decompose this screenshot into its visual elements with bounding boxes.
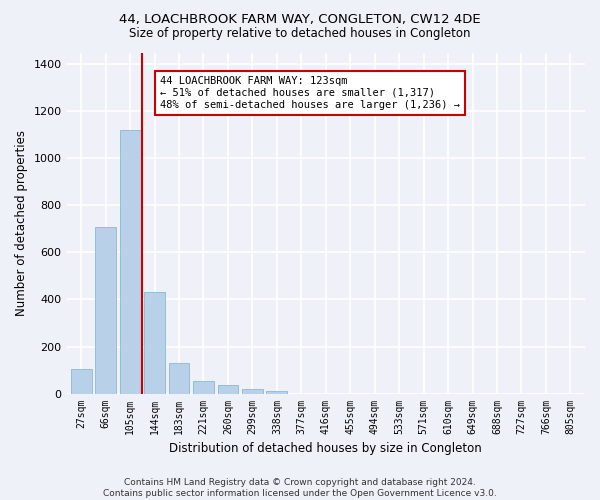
Bar [144, 292, 165, 394]
Bar [169, 363, 190, 394]
Bar [95, 226, 116, 394]
Bar [120, 130, 140, 394]
Text: Size of property relative to detached houses in Congleton: Size of property relative to detached ho… [129, 28, 471, 40]
Y-axis label: Number of detached properties: Number of detached properties [15, 130, 28, 316]
Bar [266, 391, 287, 394]
Text: 44, LOACHBROOK FARM WAY, CONGLETON, CW12 4DE: 44, LOACHBROOK FARM WAY, CONGLETON, CW12… [119, 12, 481, 26]
X-axis label: Distribution of detached houses by size in Congleton: Distribution of detached houses by size … [169, 442, 482, 455]
Text: Contains HM Land Registry data © Crown copyright and database right 2024.
Contai: Contains HM Land Registry data © Crown c… [103, 478, 497, 498]
Text: 44 LOACHBROOK FARM WAY: 123sqm
← 51% of detached houses are smaller (1,317)
48% : 44 LOACHBROOK FARM WAY: 123sqm ← 51% of … [160, 76, 460, 110]
Bar [193, 380, 214, 394]
Bar [71, 369, 92, 394]
Bar [242, 389, 263, 394]
Bar [218, 386, 238, 394]
